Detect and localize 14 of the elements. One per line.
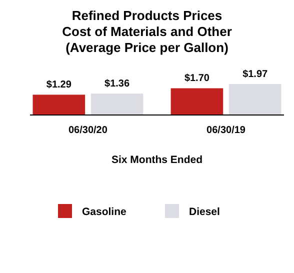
data-label: $1.36	[104, 78, 130, 90]
bar	[228, 84, 282, 115]
chart-title: Refined Products Prices Cost of Materials and Other (Average Price per Gallon)	[62, 8, 232, 55]
data-label: $1.29	[46, 80, 72, 91]
x-tick-label: 06/30/20	[68, 125, 108, 136]
legend-label: Gasoline	[82, 206, 127, 218]
data-label: $1.70	[184, 73, 210, 84]
x-tick-label: 06/30/19	[206, 125, 246, 136]
data-label: $1.97	[242, 69, 268, 80]
bar	[90, 94, 144, 115]
x-axis-title: Six Months Ended	[111, 154, 203, 166]
bar	[32, 94, 86, 115]
bar	[170, 88, 224, 115]
legend-label: Diesel	[189, 206, 220, 218]
